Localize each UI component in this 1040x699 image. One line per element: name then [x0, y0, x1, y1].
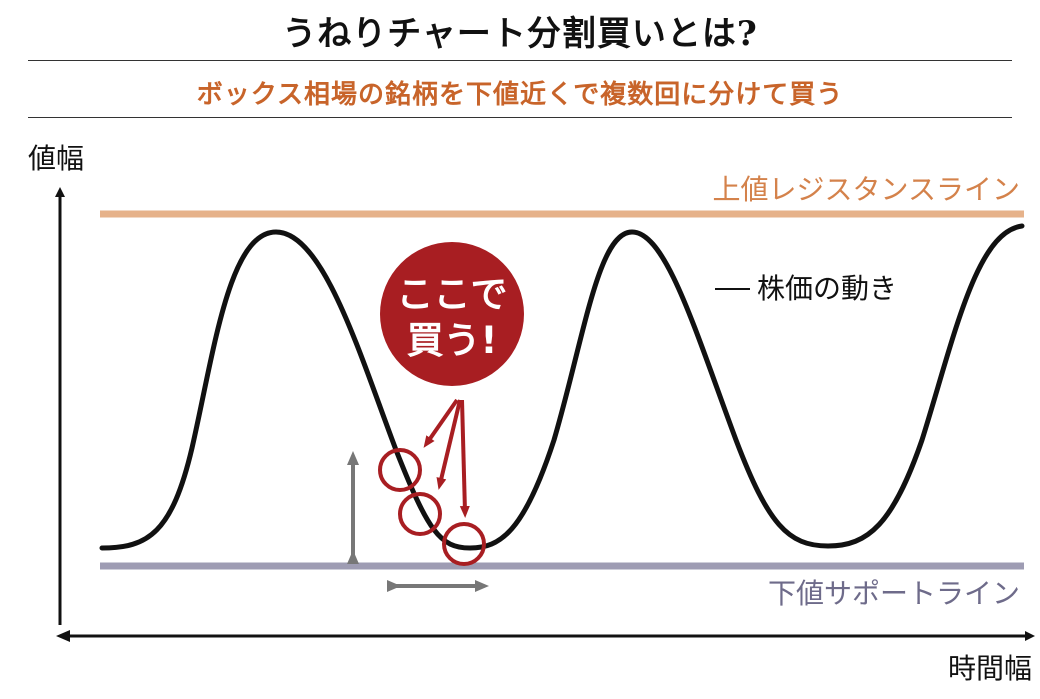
buy-arrow-3: [459, 399, 470, 518]
price-label: 株価の動き: [757, 272, 897, 305]
x-axis-left-arrowhead: [56, 630, 70, 642]
resistance-label: 上値レジスタンスライン: [713, 173, 1020, 206]
price-curve: [99, 223, 1025, 551]
buy-point-marker-3: [442, 522, 486, 566]
title-divider: [28, 60, 1012, 61]
x-axis-label: 時間幅: [948, 652, 1032, 685]
support-label: 下値サポートライン: [768, 577, 1020, 610]
subtitle-divider: [28, 117, 1012, 118]
page-subtitle: ボックス相場の銘柄を下値近くで複数回に分けて買う: [196, 80, 844, 110]
buy-callout-line2: 買う!: [407, 319, 498, 362]
page-title: うねりチャート分割買いとは?: [282, 14, 758, 54]
buy-point-marker-1: [378, 448, 422, 492]
y-axis-label: 値幅: [28, 142, 84, 175]
buy-arrow-1: [423, 398, 459, 448]
buy-arrow-2: [436, 399, 462, 490]
buy-point-marker-2: [398, 492, 442, 536]
buy-callout-bubble: [380, 242, 524, 386]
buy-callout-line1: ここで: [397, 273, 508, 316]
